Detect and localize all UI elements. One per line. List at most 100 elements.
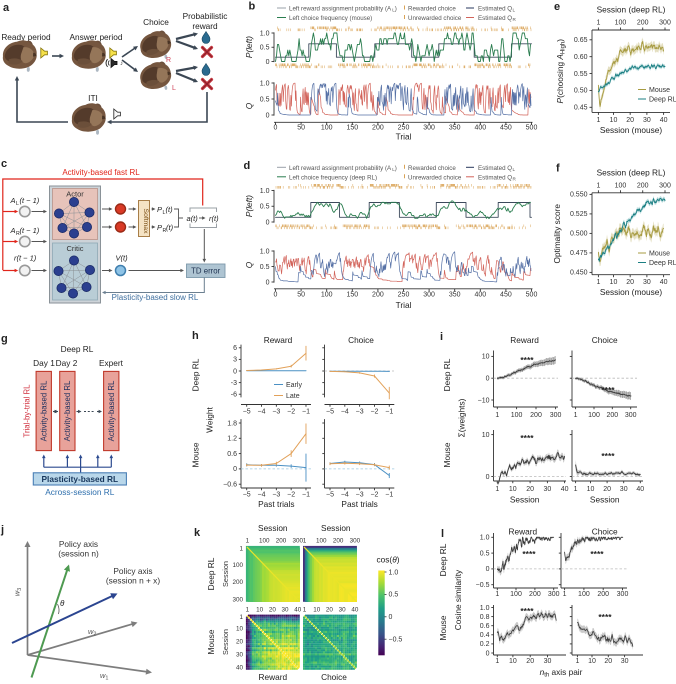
svg-text:0.4: 0.4 xyxy=(480,632,490,639)
svg-text:****: **** xyxy=(601,385,615,395)
svg-text:Policy axis: Policy axis xyxy=(113,566,152,576)
svg-text:0: 0 xyxy=(486,376,490,383)
svg-text:A: A xyxy=(10,196,16,205)
svg-text:Left reward assignment probabi: Left reward assignment probability (A xyxy=(289,6,392,13)
svg-text:w3: w3 xyxy=(13,588,24,596)
svg-text:1.0: 1.0 xyxy=(480,605,490,612)
svg-text:0.60: 0.60 xyxy=(574,54,588,61)
svg-text:10: 10 xyxy=(509,486,517,493)
svg-text:10: 10 xyxy=(610,117,618,124)
svg-text:Deep RL: Deep RL xyxy=(206,557,216,590)
svg-text:150: 150 xyxy=(346,292,358,299)
svg-text:Mouse: Mouse xyxy=(649,87,670,94)
svg-text:Left choice frequency (mouse): Left choice frequency (mouse) xyxy=(289,15,372,22)
svg-text:Answer period: Answer period xyxy=(69,32,122,42)
svg-text:10: 10 xyxy=(256,607,264,614)
svg-text:40: 40 xyxy=(351,607,359,614)
svg-text:200: 200 xyxy=(637,20,649,27)
svg-text:0.6: 0.6 xyxy=(480,623,490,630)
svg-text:g: g xyxy=(1,333,8,345)
svg-text:h: h xyxy=(192,330,199,342)
svg-text:Choice: Choice xyxy=(321,672,347,682)
svg-text:100: 100 xyxy=(588,412,600,419)
svg-text:100: 100 xyxy=(321,292,333,299)
svg-text:****: **** xyxy=(520,355,534,365)
svg-text:e: e xyxy=(554,1,560,13)
svg-text:1.0: 1.0 xyxy=(260,80,270,87)
svg-text:1: 1 xyxy=(563,591,567,598)
svg-text:300: 300 xyxy=(423,125,435,132)
svg-text:450: 450 xyxy=(500,292,512,299)
svg-text:−5: −5 xyxy=(243,492,251,499)
svg-text:d: d xyxy=(244,160,251,172)
svg-text:0.6: 0.6 xyxy=(227,451,237,458)
svg-text:Choice: Choice xyxy=(592,527,618,537)
svg-text:nth axis pair: nth axis pair xyxy=(540,667,583,679)
svg-text:Session: Session xyxy=(221,561,230,587)
svg-text:L: L xyxy=(16,201,19,207)
svg-text:(session n + x): (session n + x) xyxy=(106,576,160,586)
svg-text:1: 1 xyxy=(495,658,499,665)
svg-text:0.5: 0.5 xyxy=(260,45,270,52)
svg-text:0: 0 xyxy=(266,279,270,286)
svg-text:R: R xyxy=(513,17,517,22)
svg-text:Activity-based RL: Activity-based RL xyxy=(40,380,49,441)
svg-text:Reward: Reward xyxy=(509,527,538,537)
svg-text:20: 20 xyxy=(626,279,634,286)
svg-text:Plasticity-based slow RL: Plasticity-based slow RL xyxy=(112,293,199,302)
svg-text:0: 0 xyxy=(389,614,393,621)
svg-text:****: **** xyxy=(522,549,536,559)
svg-text:Across-session RL: Across-session RL xyxy=(45,487,115,497)
svg-text:Session (mouse): Session (mouse) xyxy=(600,287,662,297)
svg-text:20: 20 xyxy=(269,607,277,614)
svg-text:Rewarded choice: Rewarded choice xyxy=(408,6,456,13)
svg-text:1: 1 xyxy=(246,607,250,614)
svg-text:10: 10 xyxy=(482,432,490,439)
svg-text:TD error: TD error xyxy=(191,267,220,276)
svg-text:−5: −5 xyxy=(243,409,251,416)
svg-text:Reward: Reward xyxy=(259,672,288,682)
svg-text:P(left): P(left) xyxy=(244,195,254,217)
svg-text:−10: −10 xyxy=(478,397,490,404)
svg-text:−2: −2 xyxy=(370,492,378,499)
svg-text:0: 0 xyxy=(266,59,270,66)
svg-text:Deep RL: Deep RL xyxy=(649,260,676,267)
svg-text:Weight: Weight xyxy=(205,406,215,432)
svg-text:Unrewarded choice: Unrewarded choice xyxy=(408,174,462,181)
svg-text:40: 40 xyxy=(561,486,569,493)
svg-text:Choice: Choice xyxy=(143,17,169,27)
svg-text:10: 10 xyxy=(236,626,244,633)
svg-text:1.0: 1.0 xyxy=(260,30,270,37)
svg-text:(t − 1): (t − 1) xyxy=(20,196,40,205)
svg-text:Expert: Expert xyxy=(99,358,124,368)
svg-text:L: L xyxy=(392,8,395,13)
svg-text:(t − 1): (t − 1) xyxy=(20,226,40,235)
svg-text:Activity-based fast RL: Activity-based fast RL xyxy=(62,168,140,177)
svg-text:Mouse: Mouse xyxy=(191,442,201,467)
svg-text:0.8: 0.8 xyxy=(480,614,490,621)
svg-text:30: 30 xyxy=(621,658,629,665)
svg-text:100: 100 xyxy=(316,538,327,545)
svg-text:40: 40 xyxy=(636,486,644,493)
svg-text:f: f xyxy=(556,163,560,175)
svg-text:10: 10 xyxy=(313,607,321,614)
svg-text:V(t): V(t) xyxy=(116,254,129,263)
svg-text:30: 30 xyxy=(544,658,552,665)
svg-text:0: 0 xyxy=(274,125,278,132)
svg-text:L: L xyxy=(513,8,516,13)
svg-text:i: i xyxy=(440,331,443,343)
svg-text:1: 1 xyxy=(239,614,243,621)
svg-text:1: 1 xyxy=(303,607,307,614)
svg-text:1: 1 xyxy=(246,538,250,545)
svg-text:100: 100 xyxy=(511,412,523,419)
svg-text:1: 1 xyxy=(574,412,578,419)
svg-text:1: 1 xyxy=(596,182,600,189)
svg-text:0.5: 0.5 xyxy=(260,96,270,103)
svg-text:200: 200 xyxy=(276,538,287,545)
svg-text:w2: w2 xyxy=(88,627,96,638)
svg-text:Activity-based RL: Activity-based RL xyxy=(107,380,116,441)
svg-text:200: 200 xyxy=(529,591,541,598)
svg-text:Plasticity-based RL: Plasticity-based RL xyxy=(42,474,119,484)
svg-text:−3: −3 xyxy=(272,492,280,499)
svg-text:A: A xyxy=(10,226,16,235)
